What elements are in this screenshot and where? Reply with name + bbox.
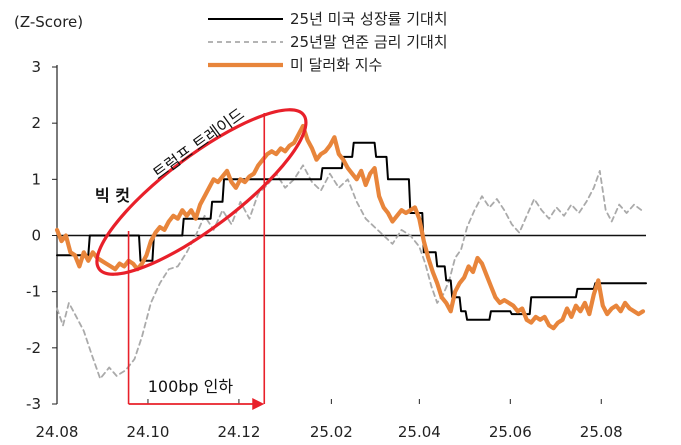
series-layer [54, 123, 647, 380]
y-tick-label: 3 [31, 58, 41, 76]
x-tick-label: 24.10 [126, 423, 169, 441]
x-tick-label: 25.02 [310, 423, 353, 441]
y-tick-label: -3 [26, 395, 41, 413]
y-tick-label: -1 [26, 283, 41, 301]
y-tick-label: 2 [31, 114, 41, 132]
x-tick-label: 25.06 [489, 423, 532, 441]
x-tick-label: 25.04 [398, 423, 441, 441]
legend-label-2: 25년말 연준 금리 기대치 [290, 33, 448, 51]
y-tick-label: 1 [31, 170, 41, 188]
series-line-3 [54, 123, 646, 331]
cut-range-label: 100bp 인하 [148, 377, 234, 396]
series-line-2 [56, 164, 643, 380]
big-cut-label: 빅 컷 [95, 186, 130, 205]
series-line-1 [56, 141, 647, 321]
x-tick-label: 24.08 [36, 423, 79, 441]
y-tick-label: 0 [31, 227, 41, 245]
axes: 3 2 1 0 -1 -2 -3 24.08 24.10 24.12 25.02 25.04 25.06… [26, 58, 646, 441]
annotation-layer: 빅 컷 트럼프 트레이드 100bp 인하 [95, 104, 308, 410]
y-unit-label: (Z-Score) [14, 13, 83, 31]
trump-trade-label: 트럼프 트레이드 [149, 104, 248, 183]
trump-trade-ellipse [95, 108, 308, 276]
y-tick-label: -2 [26, 339, 41, 357]
x-tick-label: 24.12 [217, 423, 260, 441]
cut-range-arrowhead [252, 398, 265, 410]
legend-label-3: 미 달러화 지수 [290, 56, 382, 74]
legend-label-1: 25년 미국 성장률 기대치 [290, 10, 448, 28]
x-tick-label: 25.08 [580, 423, 623, 441]
